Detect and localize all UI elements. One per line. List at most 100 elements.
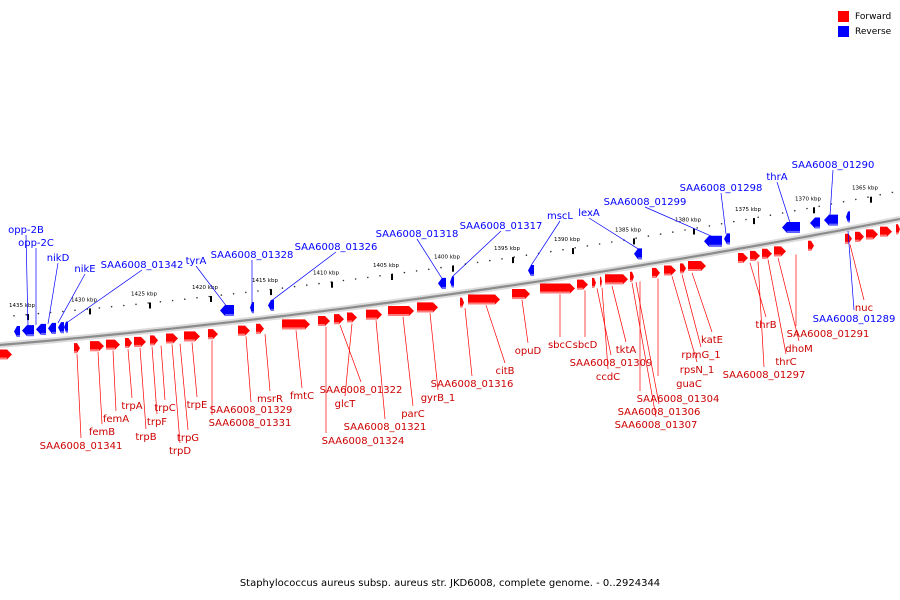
forward-gene-block[interactable] bbox=[388, 306, 414, 317]
forward-gene-block[interactable] bbox=[334, 314, 344, 325]
gene-label-saa6008-01290[interactable]: SAA6008_01290 bbox=[792, 160, 875, 171]
forward-gene-block[interactable] bbox=[738, 253, 748, 264]
forward-gene-block[interactable] bbox=[774, 246, 786, 257]
forward-gene-block[interactable] bbox=[688, 260, 706, 271]
gene-label-saa6008-01309[interactable]: SAA6008_01309 bbox=[570, 358, 653, 369]
reverse-gene-block[interactable] bbox=[704, 235, 722, 247]
gene-label-guac[interactable]: guaC bbox=[676, 379, 702, 390]
forward-gene-block[interactable] bbox=[577, 279, 588, 290]
gene-label-fmtc[interactable]: fmtC bbox=[290, 391, 314, 402]
forward-gene-block[interactable] bbox=[600, 276, 602, 287]
gene-label-saa6008-01328[interactable]: SAA6008_01328 bbox=[211, 250, 294, 261]
forward-gene-block[interactable] bbox=[90, 341, 104, 352]
gene-label-saa6008-01306[interactable]: SAA6008_01306 bbox=[618, 407, 701, 418]
gene-label-saa6008-01297[interactable]: SAA6008_01297 bbox=[723, 370, 806, 381]
forward-gene-block[interactable] bbox=[106, 339, 120, 350]
gene-label-tkta[interactable]: tktA bbox=[616, 345, 637, 356]
gene-label-saa6008-01318[interactable]: SAA6008_01318 bbox=[376, 229, 459, 240]
forward-gene-block[interactable] bbox=[605, 274, 628, 285]
gene-label-thra[interactable]: thrA bbox=[766, 172, 787, 183]
reverse-gene-block[interactable] bbox=[220, 305, 234, 317]
gene-label-parc[interactable]: parC bbox=[401, 409, 425, 420]
gene-label-rpmg-1[interactable]: rpmG_1 bbox=[681, 350, 720, 361]
reverse-gene-block[interactable] bbox=[36, 323, 46, 335]
gene-label-saa6008-01331[interactable]: SAA6008_01331 bbox=[209, 418, 292, 429]
forward-gene-block[interactable] bbox=[125, 338, 132, 349]
gene-label-saa6008-01291[interactable]: SAA6008_01291 bbox=[787, 329, 870, 340]
gene-label-thrb[interactable]: thrB bbox=[755, 320, 776, 331]
forward-gene-block[interactable] bbox=[630, 271, 634, 282]
forward-gene-block[interactable] bbox=[762, 248, 772, 259]
gene-label-saa6008-01307[interactable]: SAA6008_01307 bbox=[615, 420, 698, 431]
gene-label-glct[interactable]: glcT bbox=[335, 399, 357, 410]
forward-gene-block[interactable] bbox=[184, 331, 200, 342]
gene-label-saa6008-01329[interactable]: SAA6008_01329 bbox=[210, 405, 293, 416]
gene-label-saa6008-01298[interactable]: SAA6008_01298 bbox=[680, 183, 763, 194]
gene-label-saa6008-01324[interactable]: SAA6008_01324 bbox=[322, 436, 405, 447]
forward-gene-block[interactable] bbox=[0, 349, 12, 360]
forward-gene-block[interactable] bbox=[366, 309, 382, 320]
gene-label-sbcc[interactable]: sbcC bbox=[548, 340, 572, 351]
gene-label-saa6008-01322[interactable]: SAA6008_01322 bbox=[320, 385, 403, 396]
forward-gene-block[interactable] bbox=[808, 240, 814, 251]
gene-label-dhom[interactable]: dhoM bbox=[785, 344, 812, 355]
reverse-gene-block[interactable] bbox=[824, 214, 838, 226]
gene-label-tyra[interactable]: tyrA bbox=[186, 256, 207, 267]
gene-label-msrr[interactable]: msrR bbox=[257, 394, 283, 405]
gene-label-femb[interactable]: femB bbox=[89, 427, 115, 438]
forward-gene-block[interactable] bbox=[256, 323, 264, 334]
gene-label-gyrb-1[interactable]: gyrB_1 bbox=[421, 393, 456, 404]
forward-gene-block[interactable] bbox=[866, 229, 878, 240]
gene-label-rpsn-1[interactable]: rpsN_1 bbox=[680, 365, 715, 376]
forward-gene-block[interactable] bbox=[150, 335, 158, 346]
forward-gene-block[interactable] bbox=[855, 231, 864, 242]
reverse-gene-block[interactable] bbox=[14, 326, 20, 338]
reverse-gene-block[interactable] bbox=[724, 233, 730, 245]
forward-gene-block[interactable] bbox=[680, 263, 686, 274]
reverse-gene-block[interactable] bbox=[48, 322, 56, 334]
gene-label-trpe[interactable]: trpE bbox=[187, 400, 208, 411]
forward-gene-block[interactable] bbox=[592, 277, 596, 288]
gene-label-saa6008-01299[interactable]: SAA6008_01299 bbox=[604, 197, 687, 208]
reverse-gene-block[interactable] bbox=[58, 322, 64, 334]
reverse-gene-block[interactable] bbox=[438, 277, 446, 289]
reverse-gene-block[interactable] bbox=[22, 325, 34, 337]
reverse-gene-block[interactable] bbox=[528, 265, 534, 277]
reverse-gene-block[interactable] bbox=[64, 321, 68, 333]
gene-label-trpa[interactable]: trpA bbox=[121, 401, 142, 412]
gene-label-kate[interactable]: katE bbox=[701, 335, 723, 346]
gene-label-saa6008-01304[interactable]: SAA6008_01304 bbox=[637, 394, 720, 405]
forward-gene-block[interactable] bbox=[512, 289, 530, 300]
forward-gene-block[interactable] bbox=[750, 250, 760, 261]
forward-gene-block[interactable] bbox=[540, 283, 575, 294]
forward-gene-block[interactable] bbox=[468, 294, 500, 305]
reverse-gene-block[interactable] bbox=[250, 302, 254, 314]
forward-gene-block[interactable] bbox=[282, 319, 310, 330]
forward-gene-block[interactable] bbox=[134, 336, 146, 347]
gene-label-saa6008-01316[interactable]: SAA6008_01316 bbox=[431, 379, 514, 390]
gene-label-fema[interactable]: femA bbox=[103, 414, 129, 425]
forward-gene-block[interactable] bbox=[896, 224, 900, 235]
reverse-gene-block[interactable] bbox=[268, 299, 274, 311]
gene-label-saa6008-01341[interactable]: SAA6008_01341 bbox=[40, 441, 123, 452]
gene-label-trpc[interactable]: trpC bbox=[154, 403, 175, 414]
gene-label-nike[interactable]: nikE bbox=[74, 264, 95, 275]
gene-label-trpd[interactable]: trpD bbox=[169, 446, 191, 457]
gene-label-nikd[interactable]: nikD bbox=[47, 253, 70, 264]
forward-gene-block[interactable] bbox=[166, 333, 178, 344]
gene-label-lexa[interactable]: lexA bbox=[578, 208, 600, 219]
gene-label-mscl[interactable]: mscL bbox=[547, 211, 573, 222]
gene-label-ccdc[interactable]: ccdC bbox=[596, 372, 620, 383]
forward-gene-block[interactable] bbox=[460, 297, 464, 308]
gene-label-opud[interactable]: opuD bbox=[515, 346, 542, 357]
gene-label-saa6008-01326[interactable]: SAA6008_01326 bbox=[295, 242, 378, 253]
gene-label-nuc[interactable]: nuc bbox=[855, 303, 873, 314]
reverse-gene-block[interactable] bbox=[634, 248, 642, 260]
gene-label-saa6008-01317[interactable]: SAA6008_01317 bbox=[460, 221, 543, 232]
gene-label-trpg[interactable]: trpG bbox=[177, 433, 199, 444]
forward-gene-block[interactable] bbox=[880, 226, 892, 237]
gene-label-saa6008-01289[interactable]: SAA6008_01289 bbox=[813, 314, 896, 325]
gene-label-trpf[interactable]: trpF bbox=[147, 417, 167, 428]
reverse-gene-block[interactable] bbox=[782, 221, 800, 233]
forward-gene-block[interactable] bbox=[347, 312, 357, 323]
